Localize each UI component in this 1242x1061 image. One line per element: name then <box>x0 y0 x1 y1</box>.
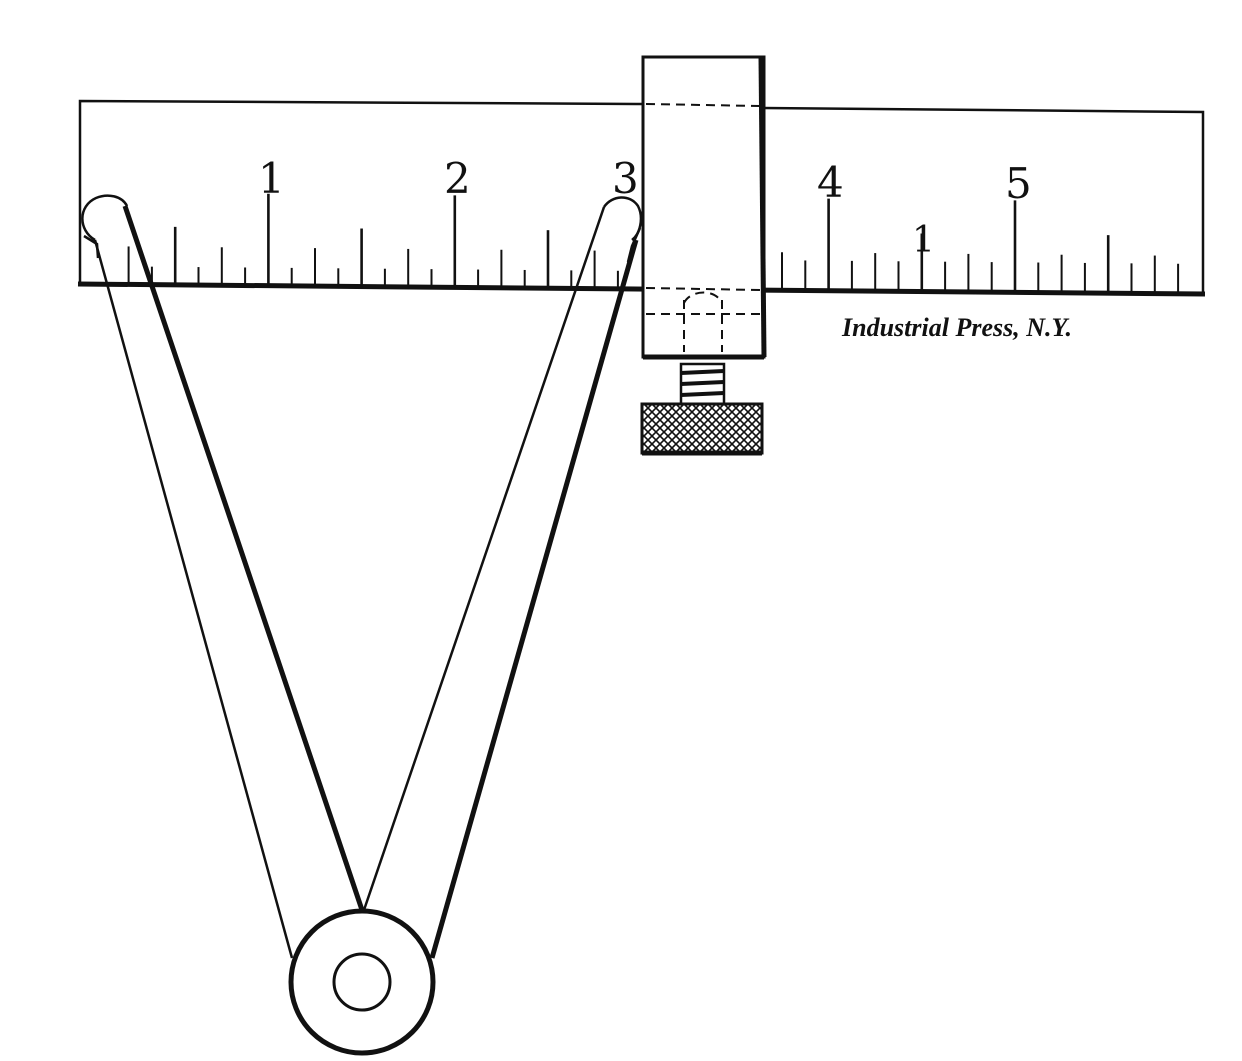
rule-number-1: 1 <box>258 154 285 203</box>
rule-number-2: 2 <box>444 154 471 203</box>
caliper <box>81 194 643 1056</box>
rule-number-4: 4 <box>817 158 844 207</box>
rule-graduations <box>127 193 1180 294</box>
rule-number-5: 5 <box>1005 159 1032 208</box>
sliding-clamp <box>640 55 767 456</box>
publisher-credit: Industrial Press, N.Y. <box>841 313 1072 342</box>
rule-secondary-mark: 1 <box>912 220 935 261</box>
rule-number-3: 3 <box>612 154 639 203</box>
